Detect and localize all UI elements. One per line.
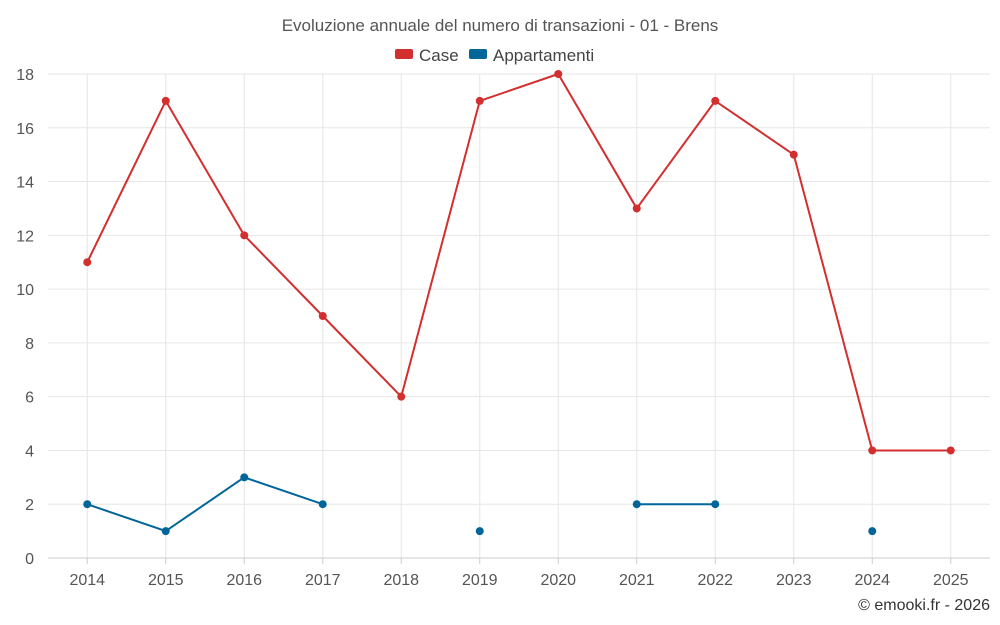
x-tick-label: 2023 — [776, 572, 812, 589]
data-point-appartamenti[interactable] — [868, 527, 877, 536]
y-tick-label: 12 — [16, 228, 34, 245]
x-tick-label: 2022 — [697, 572, 733, 589]
data-point-case[interactable] — [789, 150, 798, 159]
x-tick-label: 2014 — [69, 572, 105, 589]
legend-label-case: Case — [419, 46, 459, 65]
series-line-case — [86, 73, 951, 452]
chart-title: Evoluzione annuale del numero di transaz… — [282, 16, 719, 35]
data-point-case[interactable] — [868, 446, 877, 455]
y-tick-label: 10 — [16, 282, 34, 299]
data-point-appartamenti[interactable] — [711, 500, 720, 509]
data-point-appartamenti[interactable] — [475, 527, 484, 536]
y-tick-label: 2 — [25, 497, 34, 514]
x-tick-label: 2020 — [540, 572, 576, 589]
y-tick-label: 4 — [25, 443, 34, 460]
legend-label-appartamenti: Appartamenti — [493, 46, 594, 65]
data-point-appartamenti[interactable] — [240, 473, 249, 482]
data-point-case[interactable] — [632, 204, 641, 213]
legend-swatch-appartamenti — [469, 49, 487, 59]
data-point-case[interactable] — [475, 96, 484, 105]
data-point-case[interactable] — [161, 96, 170, 105]
axes: 0 2 4 6 8 10 12 14 16 18 2014 2015 2016 2017 2018 2019 2… — [16, 67, 990, 589]
data-point-case[interactable] — [397, 392, 406, 401]
data-point-case[interactable] — [946, 446, 955, 455]
legend-item-appartamenti[interactable]: Appartamenti — [469, 46, 594, 65]
y-tick-label: 6 — [25, 390, 34, 407]
x-tick-label: 2017 — [305, 572, 341, 589]
grid — [48, 73, 990, 558]
x-tick-label: 2024 — [854, 572, 890, 589]
data-point-case[interactable] — [240, 231, 249, 240]
legend[interactable]: Case Appartamenti — [395, 46, 594, 65]
data-point-appartamenti[interactable] — [83, 500, 92, 509]
data-point-case[interactable] — [711, 96, 720, 105]
y-tick-label: 16 — [16, 121, 34, 138]
data-point-appartamenti[interactable] — [161, 527, 170, 536]
x-tick-label: 2015 — [148, 572, 184, 589]
y-tick-label: 0 — [25, 551, 34, 568]
data-point-appartamenti[interactable] — [632, 500, 641, 509]
y-tick-label: 18 — [16, 67, 34, 84]
x-tick-label: 2019 — [462, 572, 498, 589]
x-tick-label: 2021 — [619, 572, 655, 589]
x-tick-label: 2025 — [933, 572, 969, 589]
data-point-case[interactable] — [83, 258, 92, 267]
legend-swatch-case — [395, 49, 413, 59]
credit-text: © emooki.fr - 2026 — [858, 597, 990, 614]
y-tick-label: 14 — [16, 175, 34, 192]
data-point-case[interactable] — [318, 312, 327, 320]
series — [83, 70, 955, 536]
legend-item-case[interactable]: Case — [395, 46, 459, 65]
x-tick-label: 2018 — [383, 572, 419, 589]
series-case — [83, 70, 955, 455]
series-line-appartamenti — [86, 476, 324, 533]
y-tick-label: 8 — [25, 336, 34, 353]
data-point-case[interactable] — [554, 70, 563, 78]
data-point-appartamenti[interactable] — [318, 500, 327, 509]
x-tick-label: 2016 — [226, 572, 262, 589]
series-appartamenti — [83, 473, 877, 536]
